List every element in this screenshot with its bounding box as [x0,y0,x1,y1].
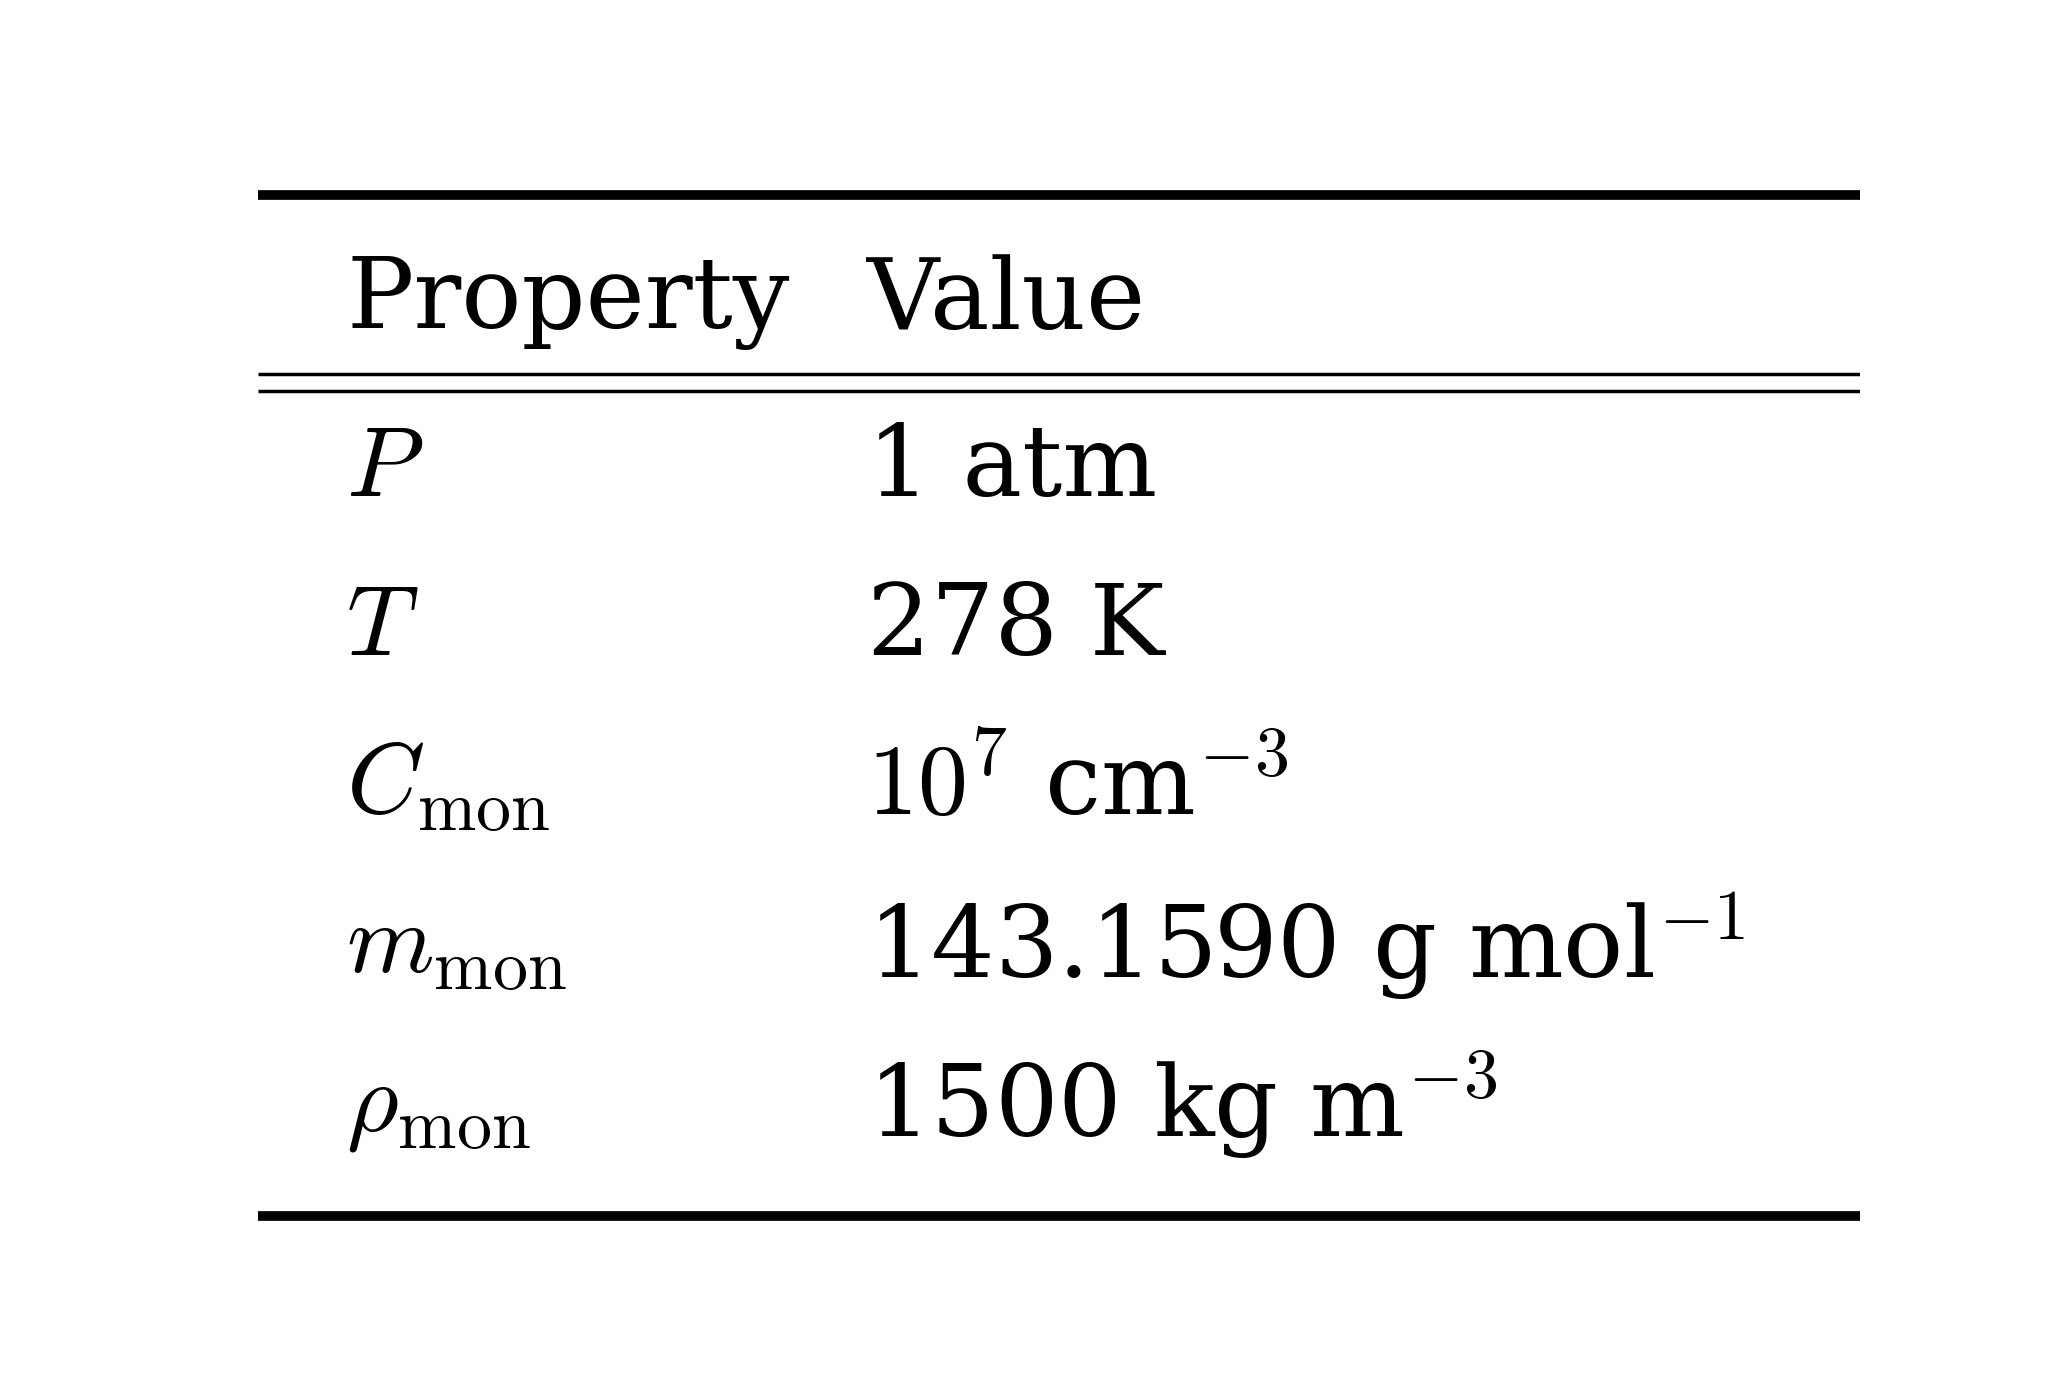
Text: $C_{\mathrm{mon}}$: $C_{\mathrm{mon}}$ [347,739,550,835]
Text: $T$: $T$ [347,580,420,676]
Text: 278 K: 278 K [868,580,1164,676]
Text: 1 atm: 1 atm [868,420,1158,517]
Text: 143.1590 g mol$^{-1}$: 143.1590 g mol$^{-1}$ [868,890,1745,1003]
Text: $10^7$ cm$^{-3}$: $10^7$ cm$^{-3}$ [868,739,1288,835]
Text: 1500 kg m$^{-3}$: 1500 kg m$^{-3}$ [868,1051,1497,1161]
Text: Property: Property [347,254,790,351]
Text: $m_{\mathrm{mon}}$: $m_{\mathrm{mon}}$ [347,898,566,995]
Text: $\rho_{\mathrm{mon}}$: $\rho_{\mathrm{mon}}$ [347,1058,531,1154]
Text: Value: Value [868,254,1145,351]
Text: $P$: $P$ [347,420,424,517]
